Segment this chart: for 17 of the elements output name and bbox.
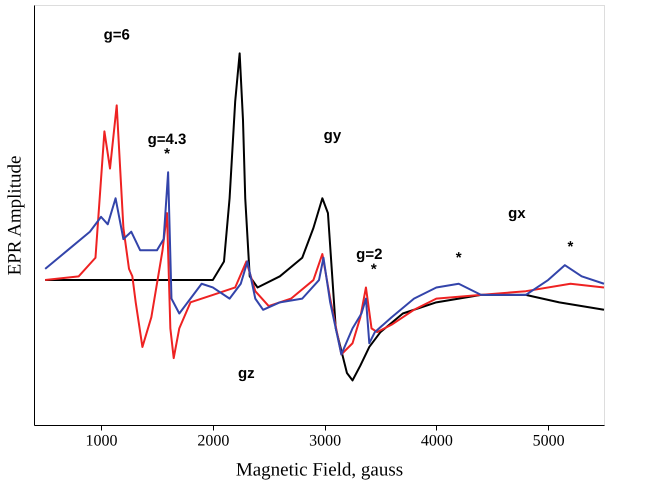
annotation: g=4.3 xyxy=(148,130,186,148)
annotation: gx xyxy=(508,205,526,222)
annotation: gy xyxy=(324,127,342,144)
x-tick-label: 4000 xyxy=(420,432,453,450)
annotation: * xyxy=(164,146,170,163)
annotation: * xyxy=(370,260,377,278)
x-tick-label: 5000 xyxy=(532,432,565,450)
annotation: * xyxy=(568,238,574,256)
annotation: g=2 xyxy=(356,246,382,264)
x-tick-label: 3000 xyxy=(309,432,342,450)
x-tick-label: 2000 xyxy=(197,432,230,450)
y-axis-title: EPR Amplitude xyxy=(4,156,26,276)
text: g=6 xyxy=(104,26,130,44)
x-axis-title: Magnetic Field, gauss xyxy=(236,460,404,480)
annotation: * xyxy=(456,250,462,267)
x-tick-label: 1000 xyxy=(86,432,118,450)
annotation: gz xyxy=(238,364,255,382)
